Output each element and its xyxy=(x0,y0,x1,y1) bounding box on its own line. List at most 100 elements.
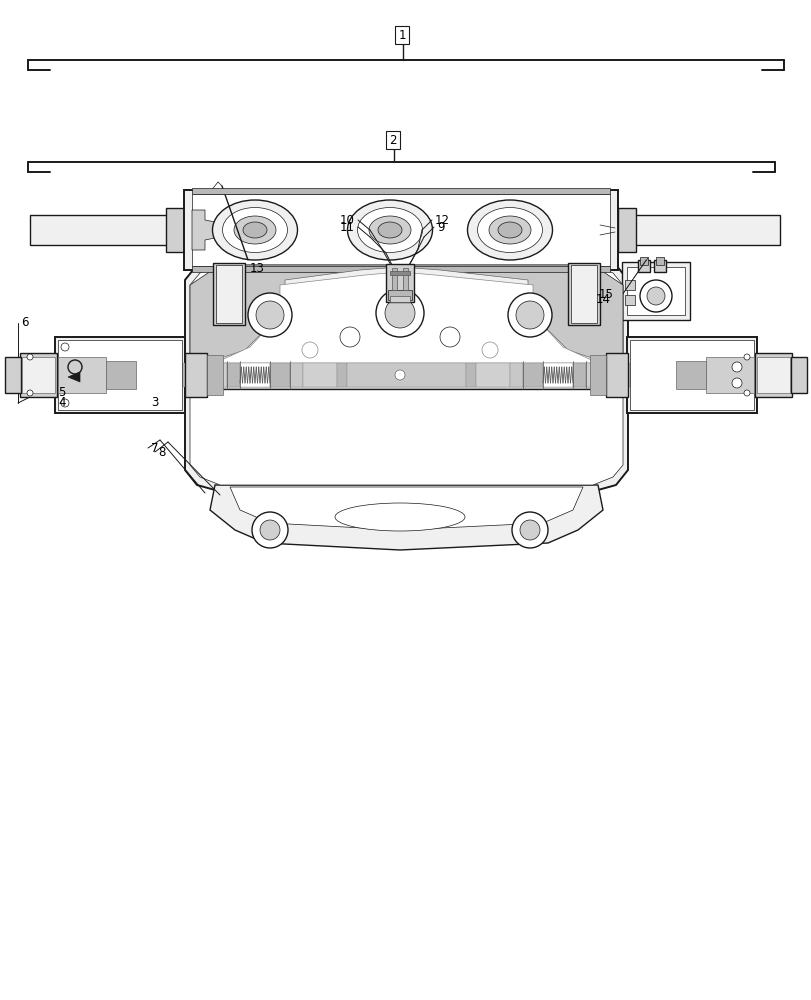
Circle shape xyxy=(394,370,405,380)
Bar xyxy=(191,194,609,266)
Bar xyxy=(624,295,634,305)
Bar xyxy=(676,361,705,389)
Bar xyxy=(58,340,182,410)
Circle shape xyxy=(482,342,497,358)
Text: 15: 15 xyxy=(599,288,613,301)
Bar xyxy=(392,268,397,290)
Bar xyxy=(58,357,106,393)
Bar xyxy=(617,363,633,387)
Text: 10: 10 xyxy=(340,214,354,227)
Bar xyxy=(605,363,617,387)
Polygon shape xyxy=(200,267,612,365)
Bar xyxy=(466,363,475,387)
Text: 11: 11 xyxy=(340,221,354,234)
Text: 3: 3 xyxy=(151,396,158,410)
Circle shape xyxy=(384,298,414,328)
Bar xyxy=(22,357,55,393)
Text: 4: 4 xyxy=(58,395,66,408)
Bar xyxy=(55,337,185,413)
Polygon shape xyxy=(210,485,603,550)
Ellipse shape xyxy=(368,216,410,244)
Ellipse shape xyxy=(477,208,542,253)
Polygon shape xyxy=(191,188,609,194)
Circle shape xyxy=(251,512,288,548)
Bar xyxy=(402,268,407,290)
Ellipse shape xyxy=(488,216,530,244)
Bar xyxy=(240,363,270,387)
Bar xyxy=(212,263,245,325)
Bar xyxy=(227,363,240,387)
Bar xyxy=(475,363,509,387)
Circle shape xyxy=(340,327,359,347)
Bar xyxy=(207,363,227,387)
Ellipse shape xyxy=(335,503,465,531)
Polygon shape xyxy=(190,265,622,370)
Bar xyxy=(790,357,806,393)
Ellipse shape xyxy=(357,208,422,253)
Circle shape xyxy=(27,354,33,360)
Bar xyxy=(180,363,195,387)
Bar xyxy=(270,363,290,387)
Text: 14: 14 xyxy=(595,293,610,306)
Bar xyxy=(629,340,753,410)
Circle shape xyxy=(743,390,749,396)
Circle shape xyxy=(61,399,69,407)
Bar xyxy=(385,264,414,302)
Bar xyxy=(705,357,753,393)
Ellipse shape xyxy=(467,200,551,260)
Bar xyxy=(605,353,627,397)
Ellipse shape xyxy=(378,222,401,238)
Polygon shape xyxy=(215,272,597,363)
Bar xyxy=(389,271,410,275)
Bar xyxy=(522,363,543,387)
Circle shape xyxy=(731,378,741,388)
Circle shape xyxy=(519,520,539,540)
Bar xyxy=(573,363,586,387)
Bar xyxy=(590,355,605,395)
Polygon shape xyxy=(68,372,80,382)
Circle shape xyxy=(302,342,318,358)
Bar xyxy=(20,353,57,397)
Circle shape xyxy=(508,293,551,337)
Circle shape xyxy=(639,280,672,312)
Text: 13: 13 xyxy=(250,262,264,275)
Bar xyxy=(180,361,633,389)
Bar xyxy=(303,363,337,387)
Bar xyxy=(621,262,689,320)
Bar xyxy=(586,363,605,387)
Circle shape xyxy=(260,520,280,540)
Bar xyxy=(543,363,573,387)
Bar xyxy=(216,265,242,323)
Bar xyxy=(184,190,617,270)
Polygon shape xyxy=(230,487,582,530)
Bar xyxy=(195,363,207,387)
Bar xyxy=(570,265,596,323)
Ellipse shape xyxy=(242,222,267,238)
Bar xyxy=(389,296,410,302)
Bar xyxy=(568,263,599,325)
Text: 8: 8 xyxy=(158,446,165,458)
Circle shape xyxy=(731,362,741,372)
Text: 7: 7 xyxy=(151,442,158,454)
Text: 9: 9 xyxy=(436,221,444,234)
Bar xyxy=(337,363,346,387)
Ellipse shape xyxy=(222,208,287,253)
Ellipse shape xyxy=(212,200,297,260)
Text: 2: 2 xyxy=(388,134,397,147)
Circle shape xyxy=(743,354,749,360)
Circle shape xyxy=(61,343,69,351)
Text: 6: 6 xyxy=(21,316,28,330)
Bar xyxy=(629,215,779,245)
Ellipse shape xyxy=(234,216,276,244)
Bar xyxy=(165,208,184,252)
Circle shape xyxy=(646,287,664,305)
Bar xyxy=(756,357,789,393)
Ellipse shape xyxy=(347,200,432,260)
Bar xyxy=(388,290,411,300)
Circle shape xyxy=(512,512,547,548)
Bar xyxy=(185,353,207,397)
Circle shape xyxy=(27,390,33,396)
Circle shape xyxy=(247,293,292,337)
Bar xyxy=(5,357,21,393)
Text: 5: 5 xyxy=(58,386,66,399)
